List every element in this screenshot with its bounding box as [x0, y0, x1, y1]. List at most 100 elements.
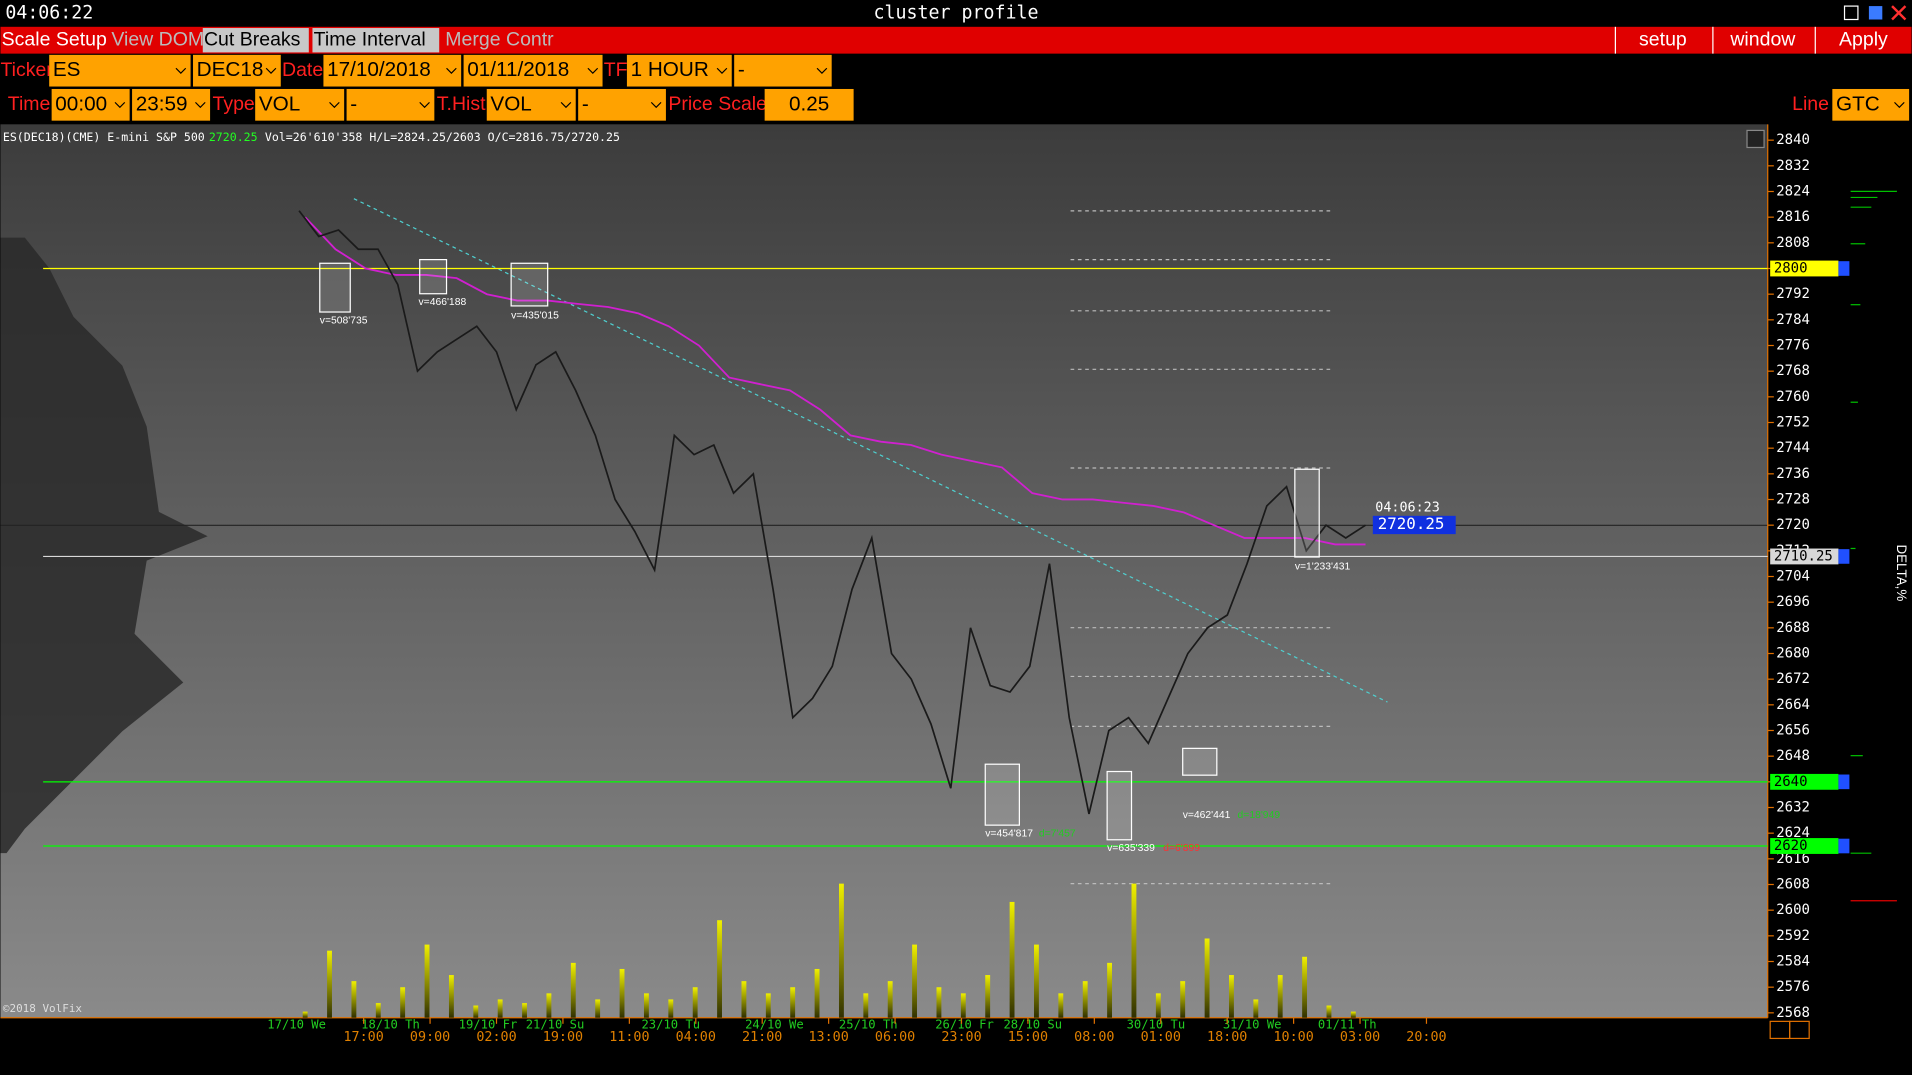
input-value[interactable]: VOL: [259, 92, 300, 115]
level-g: [1838, 774, 1850, 790]
level-tag: [1770, 838, 1839, 854]
y-tick-label: 2664: [1776, 697, 1810, 713]
dropdown-arrow[interactable]: [650, 101, 662, 109]
y-tick-label: 2728: [1776, 492, 1810, 508]
volume-bar: [1302, 956, 1308, 1018]
input-value[interactable]: -: [350, 92, 357, 115]
field-label: Time: [8, 93, 51, 115]
x-time-label: 18:00: [1207, 1030, 1247, 1045]
menu-item[interactable]: Scale Setup: [2, 28, 107, 50]
dropdown-arrow[interactable]: [265, 67, 277, 74]
cluster-box: [1294, 468, 1320, 558]
level-label: 2640: [1774, 774, 1808, 790]
y-tick-label: 2784: [1776, 312, 1810, 328]
cluster-annotation: d=18'949: [1238, 810, 1281, 821]
x-time-label: 13:00: [808, 1030, 848, 1045]
x-date-label: 31/10 We: [1223, 1018, 1282, 1032]
input-field[interactable]: [486, 88, 576, 121]
minimize-button[interactable]: [1843, 5, 1859, 21]
price-line: [298, 210, 1366, 815]
x-time-label: 17:00: [343, 1030, 383, 1045]
x-date-label: 21/10 Su: [526, 1018, 585, 1032]
input-field[interactable]: [193, 54, 281, 87]
dropdown-arrow[interactable]: [419, 101, 430, 109]
x-time-label: 15:00: [1008, 1030, 1048, 1045]
maximize-button[interactable]: [1868, 6, 1883, 20]
x-time-label: 03:00: [1340, 1030, 1380, 1045]
menu-button[interactable]: Apply: [1839, 28, 1888, 50]
input-value[interactable]: 00:00: [55, 92, 107, 115]
input-field[interactable]: [626, 54, 732, 87]
y-tick-label: 2656: [1776, 723, 1810, 739]
y-tick-label: 2704: [1776, 569, 1810, 585]
dropdown-arrow[interactable]: [587, 67, 599, 74]
close-button[interactable]: [1891, 5, 1907, 21]
volume-bar: [1253, 999, 1259, 1018]
cluster-annotation: d=6'899: [1163, 843, 1200, 854]
volume-bar: [375, 1003, 381, 1018]
menu-item[interactable]: Cut Breaks: [204, 28, 301, 50]
menu-item-bg: [312, 28, 440, 53]
x-date-label: 01/11 Th: [1318, 1018, 1377, 1032]
volume-bar: [619, 968, 625, 1018]
x-date-label: 23/10 Tu: [641, 1018, 700, 1032]
level-label: 2620: [1774, 838, 1808, 854]
input-value[interactable]: -: [738, 58, 745, 81]
menu-button[interactable]: setup: [1639, 28, 1687, 50]
dropdown-arrow[interactable]: [816, 67, 828, 74]
input-field[interactable]: [764, 88, 854, 121]
dropdown-arrow[interactable]: [195, 101, 206, 109]
volume-bar: [473, 1005, 479, 1018]
level-tag: [1770, 260, 1839, 277]
menu-item[interactable]: Time Interval: [314, 28, 426, 50]
input-value[interactable]: 23:59: [136, 92, 188, 115]
input-field[interactable]: [255, 88, 345, 121]
clock: 04:06:22: [5, 2, 93, 23]
input-value[interactable]: ES: [53, 58, 81, 81]
input-field[interactable]: [346, 88, 435, 121]
cluster-annotation: v=462'441: [1183, 810, 1231, 821]
input-field[interactable]: [323, 54, 462, 87]
dropdown-arrow[interactable]: [114, 101, 126, 109]
input-value[interactable]: 1 HOUR: [631, 58, 709, 81]
input-value[interactable]: VOL: [490, 92, 531, 115]
cluster-annotation: v=466'188: [419, 297, 467, 308]
input-value[interactable]: DEC18: [197, 58, 264, 81]
menu-item[interactable]: View DOM: [111, 28, 204, 50]
input-value[interactable]: 17/10/2018: [327, 58, 431, 81]
dropdown-arrow[interactable]: [716, 67, 728, 74]
dropdown-arrow[interactable]: [1894, 101, 1905, 109]
input-field[interactable]: [578, 88, 666, 121]
last-price-label: 2720.25: [1378, 514, 1445, 533]
dropdown-arrow[interactable]: [446, 67, 457, 74]
volume-bar: [522, 1003, 527, 1018]
y-tick-label: 2688: [1776, 620, 1810, 636]
cluster-annotation: v=454'817: [985, 828, 1033, 839]
input-value[interactable]: 0.25: [789, 92, 829, 115]
input-value[interactable]: 01/11/2018: [467, 58, 569, 81]
input-field[interactable]: [734, 54, 832, 87]
input-value[interactable]: -: [582, 92, 589, 115]
dropdown-arrow[interactable]: [175, 67, 187, 74]
volume-bar: [448, 975, 454, 1018]
dropdown-arrow[interactable]: [329, 101, 340, 109]
x-time-label: 01:00: [1141, 1030, 1181, 1045]
input-field[interactable]: [49, 54, 191, 87]
dropdown-arrow[interactable]: [560, 101, 572, 109]
cluster-annotation: v=435'015: [511, 310, 559, 321]
x-time-label: 09:00: [410, 1030, 450, 1045]
y-tick-label: 2816: [1776, 209, 1810, 225]
y-tick-label: 2736: [1776, 466, 1810, 482]
y-tick-label: 2808: [1776, 235, 1810, 251]
scroll-right[interactable]: [1789, 1020, 1810, 1040]
menu-item[interactable]: Merge Contr: [445, 28, 554, 50]
level-g: [1838, 838, 1850, 854]
level-tag: [1770, 773, 1839, 790]
input-field[interactable]: [463, 54, 603, 87]
cluster-annotation: v=508'735: [320, 315, 368, 326]
y-tick-label: 2760: [1776, 389, 1810, 405]
input-value[interactable]: GTC: [1836, 92, 1880, 115]
draw-tool[interactable]: [1746, 129, 1765, 149]
menu-button[interactable]: window: [1729, 28, 1796, 50]
